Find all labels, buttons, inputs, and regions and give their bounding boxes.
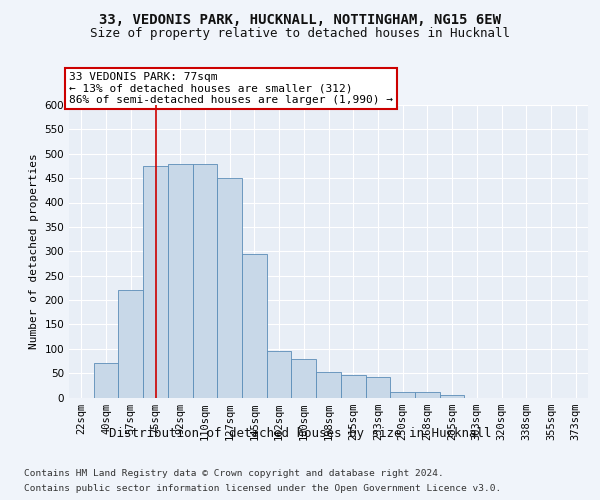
Bar <box>217 178 242 398</box>
Bar <box>143 166 168 398</box>
Text: 33 VEDONIS PARK: 77sqm
← 13% of detached houses are smaller (312)
86% of semi-de: 33 VEDONIS PARK: 77sqm ← 13% of detached… <box>69 72 393 105</box>
Bar <box>118 290 143 398</box>
Bar <box>365 377 390 398</box>
Text: 33, VEDONIS PARK, HUCKNALL, NOTTINGHAM, NG15 6EW: 33, VEDONIS PARK, HUCKNALL, NOTTINGHAM, … <box>99 12 501 26</box>
Text: Contains HM Land Registry data © Crown copyright and database right 2024.: Contains HM Land Registry data © Crown c… <box>24 469 444 478</box>
Bar <box>267 351 292 398</box>
Text: Distribution of detached houses by size in Hucknall: Distribution of detached houses by size … <box>109 428 491 440</box>
Y-axis label: Number of detached properties: Number of detached properties <box>29 154 39 349</box>
Bar <box>292 358 316 398</box>
Bar <box>316 372 341 398</box>
Text: Size of property relative to detached houses in Hucknall: Size of property relative to detached ho… <box>90 28 510 40</box>
Bar <box>193 164 217 398</box>
Bar <box>94 364 118 398</box>
Bar <box>440 395 464 398</box>
Bar <box>390 392 415 398</box>
Bar <box>341 374 365 398</box>
Bar <box>415 392 440 398</box>
Bar <box>168 164 193 398</box>
Bar <box>242 254 267 398</box>
Text: Contains public sector information licensed under the Open Government Licence v3: Contains public sector information licen… <box>24 484 501 493</box>
